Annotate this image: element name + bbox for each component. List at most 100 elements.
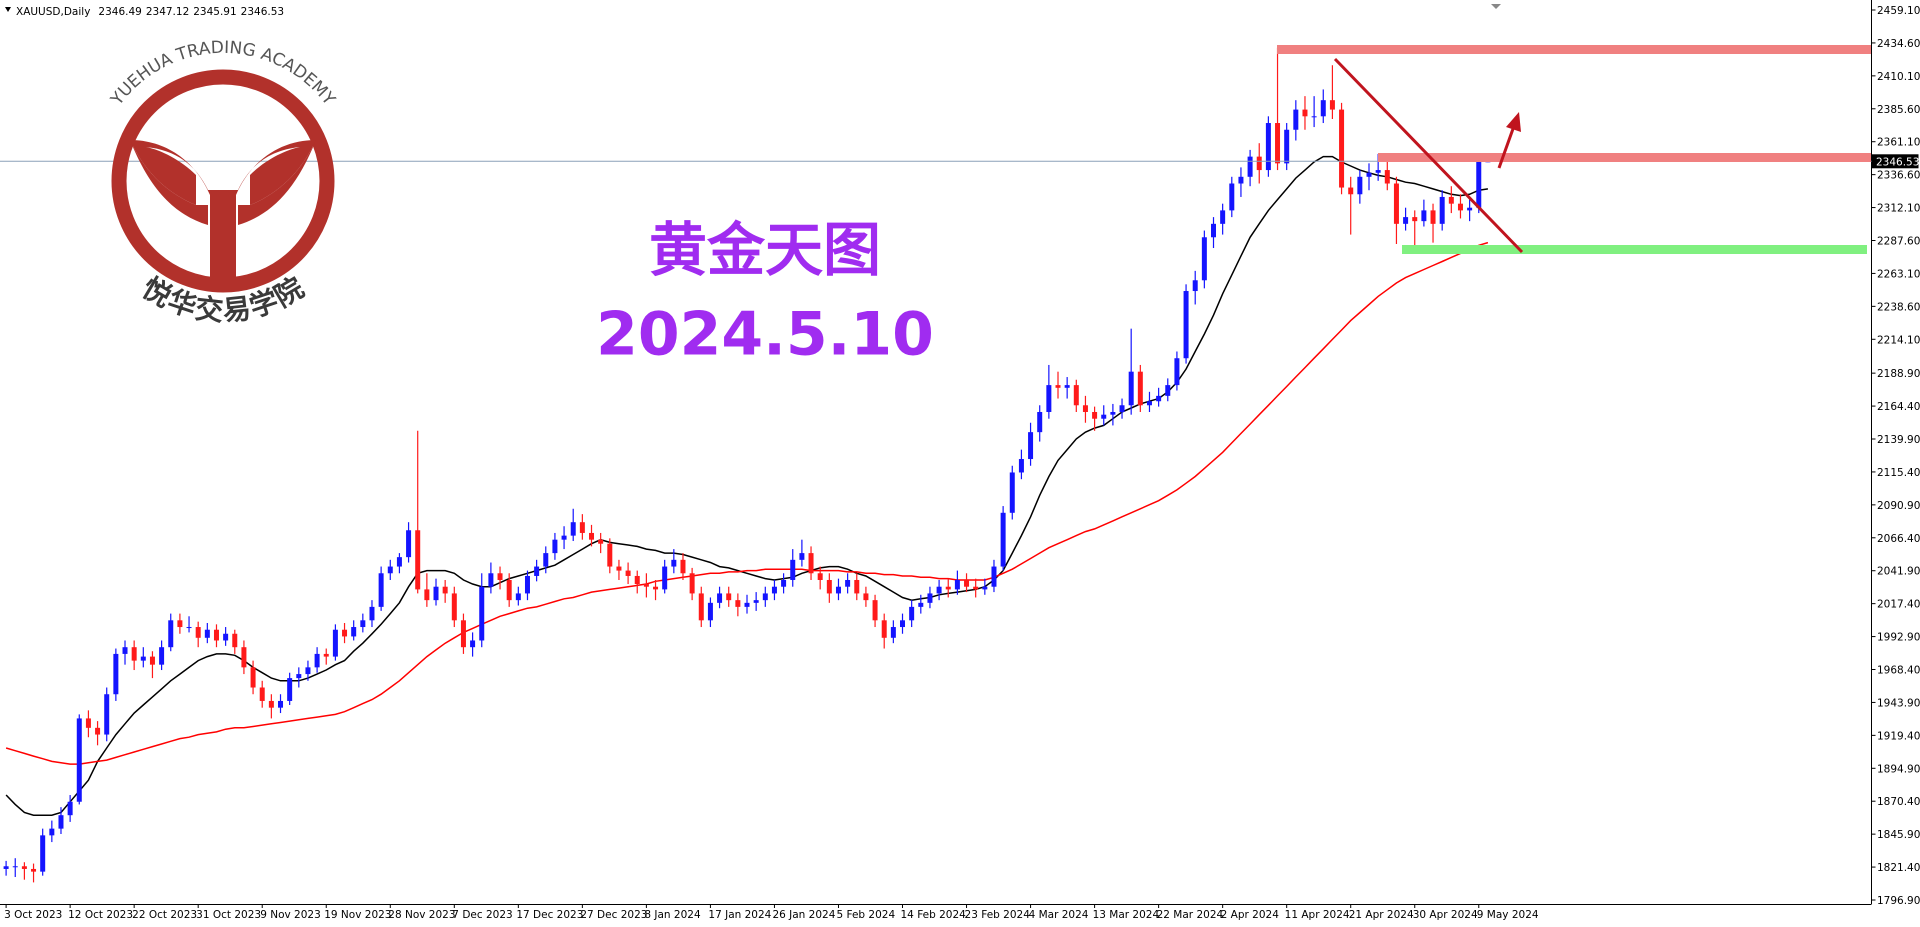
candle-body — [506, 579, 512, 601]
x-tick-label: 22 Oct 2023 — [132, 909, 197, 921]
candle-body — [1265, 123, 1271, 171]
y-tick-label: 1845.90 — [1877, 829, 1920, 841]
x-tick-label: 17 Dec 2023 — [516, 909, 583, 921]
candle-body — [534, 566, 540, 576]
header-icon — [5, 7, 11, 12]
candle-body — [698, 593, 704, 621]
x-tick-label: 2 Apr 2024 — [1221, 909, 1280, 921]
overlay-date: 2024.5.10 — [596, 300, 934, 370]
candle-body — [241, 647, 247, 668]
candle-body — [223, 633, 229, 641]
y-tick-label: 1870.40 — [1877, 796, 1920, 808]
candle-body — [1165, 385, 1171, 396]
candle-body — [1128, 371, 1134, 406]
candle-body — [524, 575, 530, 594]
candle-body — [1457, 203, 1463, 211]
candle-body — [1000, 512, 1006, 567]
candle-body — [909, 606, 915, 621]
candle-body — [643, 584, 649, 587]
candle-body — [497, 573, 503, 580]
candle-body — [268, 700, 274, 708]
candle-body — [1430, 210, 1436, 224]
header-close: 2346.53 — [241, 6, 284, 18]
header-high: 2347.12 — [146, 6, 189, 18]
candle-body — [314, 653, 320, 668]
candle-body — [424, 589, 430, 601]
x-tick-label: 17 Jan 2024 — [708, 909, 771, 921]
candle-body — [122, 647, 128, 654]
candle-body — [1119, 405, 1125, 412]
trend-line — [1333, 57, 1524, 254]
candle-body — [140, 656, 146, 661]
candle-body — [1201, 237, 1207, 281]
y-tick-label: 2434.60 — [1877, 38, 1920, 50]
candle-body — [625, 570, 631, 576]
candle-body — [369, 606, 375, 621]
candle-body — [543, 553, 549, 567]
candle-body — [982, 586, 988, 590]
candle-body — [707, 602, 713, 621]
candle-body — [561, 535, 567, 540]
candle-body — [1156, 395, 1162, 402]
candle-body — [58, 815, 64, 829]
candle-body — [387, 566, 393, 574]
candle-body — [451, 593, 457, 621]
x-tick-label: 12 Oct 2023 — [68, 909, 133, 921]
candle-body — [67, 801, 73, 816]
candle-body — [396, 557, 402, 567]
candle-body — [762, 593, 768, 601]
candle-body — [945, 586, 951, 590]
x-tick-label: 11 Apr 2024 — [1285, 909, 1350, 921]
candle-body — [1293, 109, 1299, 130]
candle-body — [634, 575, 640, 585]
x-tick-label: 21 Apr 2024 — [1349, 909, 1414, 921]
candle-body — [826, 579, 832, 594]
candle-body — [259, 687, 265, 701]
candle-body — [1101, 414, 1107, 419]
candle-body — [1238, 176, 1244, 184]
candle-body — [671, 559, 677, 567]
candle-body — [680, 559, 686, 574]
candle-body — [415, 530, 421, 590]
y-tick-label: 2410.10 — [1877, 71, 1920, 83]
candle-body — [753, 600, 759, 603]
candle-body — [488, 573, 494, 587]
x-tick-label: 31 Oct 2023 — [196, 909, 261, 921]
candle-body — [95, 727, 101, 735]
y-tick-label: 1992.90 — [1877, 632, 1920, 644]
candle-body — [49, 828, 55, 836]
candle-body — [1284, 129, 1290, 164]
candle-body — [1311, 116, 1317, 118]
candle-body — [159, 647, 165, 665]
candle-body — [717, 593, 723, 603]
price-tag — [1871, 154, 1919, 169]
candle-body — [1412, 217, 1418, 222]
x-tick-label: 28 Nov 2023 — [388, 909, 455, 921]
candle-body — [1439, 196, 1445, 224]
candle-body — [1046, 385, 1052, 412]
candle-body — [1421, 210, 1427, 222]
candle-body — [186, 627, 192, 629]
y-tick-label: 2214.10 — [1877, 334, 1920, 346]
candle-body — [799, 553, 805, 560]
header: XAUUSD,Daily 2346.49 2347.12 2345.91 2346.53 — [16, 6, 284, 18]
logo-ring — [111, 69, 335, 293]
candle-body — [21, 866, 27, 869]
candle-body — [1064, 385, 1070, 388]
candle-body — [1366, 172, 1372, 177]
candle-body — [1476, 162, 1482, 208]
candle-body — [808, 553, 814, 574]
candle-body — [1073, 385, 1079, 406]
candle-body — [662, 566, 668, 590]
logo-mark — [130, 140, 316, 282]
candle-body — [213, 629, 219, 641]
y-tick-label: 2263.10 — [1877, 268, 1920, 280]
arrow-head — [1506, 112, 1521, 132]
y-tick-label: 2164.40 — [1877, 401, 1920, 413]
x-tick-label: 7 Dec 2023 — [452, 909, 512, 921]
candle-body — [1009, 472, 1015, 513]
x-tick-label: 19 Nov 2023 — [324, 909, 391, 921]
